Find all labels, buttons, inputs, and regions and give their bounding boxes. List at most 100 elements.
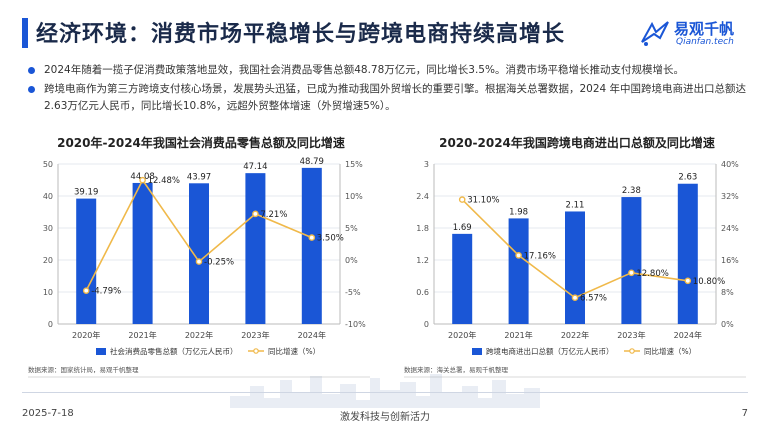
- footer-slogan: 激发科技与创新活力: [340, 412, 430, 423]
- bar: [565, 211, 585, 324]
- growth-value-label: 17.16%: [524, 251, 556, 261]
- y2-tick-label: 10%: [345, 192, 363, 201]
- page-title: 经济环境：消费市场平稳增长与跨境电商持续高增长: [36, 22, 566, 47]
- footer-divider: [22, 392, 748, 393]
- y2-tick-label: 0%: [721, 320, 734, 329]
- y-tick-label: 20: [43, 256, 53, 265]
- x-tick-label: 2021年: [504, 330, 532, 340]
- bar-value-label: 2.38: [622, 186, 641, 196]
- legend-line-label: 同比增速（%）: [268, 346, 320, 356]
- x-tick-label: 2023年: [617, 330, 645, 340]
- bullet-dot-icon: [28, 86, 35, 93]
- x-tick-label: 2023年: [241, 330, 269, 340]
- city-skyline-decoration: [230, 374, 540, 408]
- growth-point: [139, 176, 146, 184]
- x-tick-label: 2024年: [674, 330, 702, 340]
- x-tick-label: 2024年: [298, 330, 326, 340]
- bullet-dot-icon: [28, 67, 35, 74]
- y-tick-label: 2.4: [416, 192, 429, 201]
- growth-value-label: 31.10%: [467, 196, 499, 206]
- bar-value-label: 1.98: [509, 207, 528, 217]
- growth-value-label: 3.50%: [317, 234, 344, 244]
- growth-point: [458, 196, 466, 203]
- y2-tick-label: 16%: [721, 256, 739, 265]
- bar-value-label: 39.19: [74, 188, 98, 198]
- growth-value-label: -4.79%: [91, 287, 121, 297]
- bar: [621, 197, 642, 324]
- logo-name-en: Qianfan.tech: [676, 37, 734, 47]
- growth-point: [252, 210, 259, 218]
- growth-point: [684, 277, 692, 285]
- bar-value-label: 2.63: [678, 173, 697, 183]
- bar-value-label: 2.11: [566, 200, 585, 210]
- growth-value-label: 12.48%: [148, 176, 180, 186]
- brand-logo: 易观千帆 Qianfan.tech: [640, 16, 750, 52]
- legend-line-marker: [629, 348, 635, 354]
- growth-point: [628, 269, 635, 277]
- bar: [76, 198, 97, 324]
- legend-line-marker: [253, 348, 259, 354]
- legend-bar-swatch: [96, 348, 106, 355]
- x-tick-label: 2020年: [72, 330, 100, 340]
- growth-point: [571, 294, 579, 302]
- x-tick-label: 2022年: [561, 330, 589, 340]
- y-tick-label: 0: [48, 320, 53, 329]
- legend-bar-label: 跨境电商进出口总额（万亿元人民币）: [486, 346, 614, 356]
- bullet-item: 2024年随着一揽子促消费政策落地显效，我国社会消费品零售总额48.78万亿元，…: [28, 62, 748, 79]
- bar: [132, 182, 153, 324]
- y2-tick-label: -10%: [345, 320, 366, 329]
- legend-line-label: 同比增速（%）: [644, 346, 696, 356]
- y-tick-label: 40: [43, 192, 53, 201]
- x-tick-label: 2020年: [448, 330, 476, 340]
- legend-bar-label: 社会消费品零售总额（万亿元人民币）: [110, 346, 238, 356]
- bar: [508, 218, 529, 324]
- bar-value-label: 48.79: [300, 157, 324, 167]
- page-number: 7: [741, 408, 748, 419]
- bar: [677, 183, 698, 324]
- y2-tick-label: 15%: [345, 160, 363, 169]
- y-tick-label: 0: [424, 320, 429, 329]
- title-accent-bar: [22, 18, 28, 48]
- y2-tick-label: 8%: [721, 288, 734, 297]
- summary-bullets: 2024年随着一揽子促消费政策落地显效，我国社会消费品零售总额48.78万亿元，…: [28, 62, 748, 117]
- growth-point: [515, 252, 522, 259]
- growth-value-label: 12.80%: [636, 269, 668, 279]
- y2-tick-label: 5%: [345, 224, 358, 233]
- y2-tick-label: 24%: [721, 224, 739, 233]
- growth-value-label: -0.25%: [204, 258, 234, 268]
- growth-value-label: 7.21%: [260, 210, 287, 220]
- chart-title: 2020年-2024年我国社会消费品零售总额及同比增速: [57, 136, 345, 150]
- y2-tick-label: -5%: [345, 288, 361, 297]
- bird-logo-icon: [641, 21, 669, 46]
- y-tick-label: 1.8: [416, 224, 429, 233]
- chart-title: 2020-2024年我国跨境电商进出口总额及同比增速: [439, 136, 715, 150]
- growth-point: [82, 287, 90, 294]
- bar-value-label: 43.97: [187, 172, 211, 182]
- y-tick-label: 1.2: [416, 256, 429, 265]
- y2-tick-label: 0%: [345, 256, 358, 265]
- y2-tick-label: 40%: [721, 160, 739, 169]
- bar: [452, 233, 473, 324]
- bar: [189, 183, 209, 324]
- bar: [245, 173, 266, 324]
- chart-panel-retail: 2020年-2024年我国社会消费品零售总额及同比增速 0 10 20 30 40 50 -…: [28, 134, 374, 378]
- growth-value-label: 10.80%: [693, 277, 725, 287]
- logo-name-cn: 易观千帆: [674, 20, 735, 38]
- x-tick-label: 2022年: [185, 330, 213, 340]
- growth-value-label: 6.57%: [580, 294, 607, 304]
- growth-point: [308, 234, 316, 241]
- bullet-item: 跨境电商作为第三方跨境支付核心场景，发展势头迅猛，已成为推动我国外贸增长的重要引…: [28, 81, 748, 115]
- bar-value-label: 47.14: [243, 162, 267, 172]
- bar: [301, 167, 322, 324]
- y2-tick-label: 32%: [721, 192, 739, 201]
- footer-date: 2025-7-18: [22, 408, 74, 419]
- y-tick-label: 3: [424, 160, 429, 169]
- chart-panel-crossborder: 2020-2024年我国跨境电商进出口总额及同比增速 0 0.6 1.2 1.8 2.4…: [404, 134, 750, 378]
- bar-value-label: 1.69: [453, 223, 472, 233]
- y-tick-label: 10: [43, 288, 53, 297]
- bullet-text: 跨境电商作为第三方跨境支付核心场景，发展势头迅猛，已成为推动我国外贸增长的重要引…: [44, 83, 747, 112]
- growth-point: [195, 258, 203, 265]
- chart-source: 数据来源：国家统计局，易观千帆整理: [28, 365, 139, 374]
- x-tick-label: 2021年: [128, 330, 156, 340]
- bullet-text: 2024年随着一揽子促消费政策落地显效，我国社会消费品零售总额48.78万亿元，…: [44, 64, 684, 76]
